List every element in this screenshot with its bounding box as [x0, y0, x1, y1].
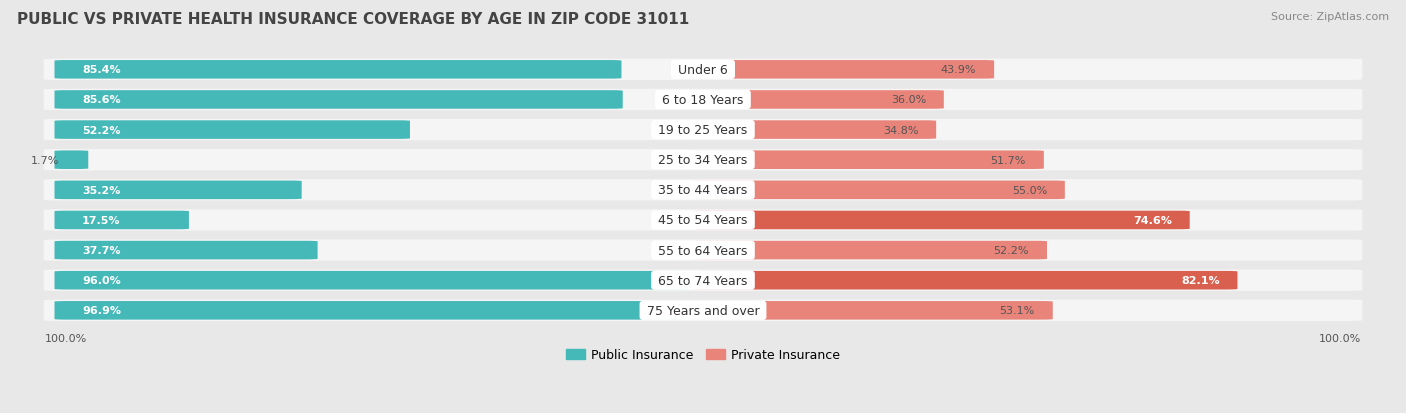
FancyBboxPatch shape	[692, 91, 943, 109]
FancyBboxPatch shape	[692, 181, 1064, 199]
Text: 65 to 74 Years: 65 to 74 Years	[654, 274, 752, 287]
Text: 43.9%: 43.9%	[941, 65, 976, 75]
FancyBboxPatch shape	[692, 61, 994, 79]
Text: 1.7%: 1.7%	[31, 155, 59, 165]
FancyBboxPatch shape	[55, 91, 623, 109]
Text: PUBLIC VS PRIVATE HEALTH INSURANCE COVERAGE BY AGE IN ZIP CODE 31011: PUBLIC VS PRIVATE HEALTH INSURANCE COVER…	[17, 12, 689, 27]
Text: 52.2%: 52.2%	[82, 125, 121, 135]
Text: 37.7%: 37.7%	[82, 245, 121, 256]
Text: 85.4%: 85.4%	[82, 65, 121, 75]
FancyBboxPatch shape	[44, 90, 1362, 111]
Text: 34.8%: 34.8%	[883, 125, 918, 135]
FancyBboxPatch shape	[55, 241, 318, 260]
Text: Source: ZipAtlas.com: Source: ZipAtlas.com	[1271, 12, 1389, 22]
Text: 52.2%: 52.2%	[994, 245, 1029, 256]
FancyBboxPatch shape	[44, 180, 1362, 201]
Text: 35.2%: 35.2%	[82, 185, 121, 195]
FancyBboxPatch shape	[55, 61, 621, 79]
Text: 53.1%: 53.1%	[1000, 306, 1035, 316]
FancyBboxPatch shape	[44, 210, 1362, 231]
FancyBboxPatch shape	[692, 301, 1053, 320]
FancyBboxPatch shape	[55, 151, 89, 170]
Text: 74.6%: 74.6%	[1133, 216, 1171, 225]
Text: 19 to 25 Years: 19 to 25 Years	[654, 124, 752, 137]
Text: Under 6: Under 6	[673, 64, 733, 77]
FancyBboxPatch shape	[44, 240, 1362, 261]
FancyBboxPatch shape	[692, 121, 936, 140]
FancyBboxPatch shape	[692, 151, 1043, 170]
Text: 55.0%: 55.0%	[1012, 185, 1047, 195]
Text: 75 Years and over: 75 Years and over	[643, 304, 763, 317]
FancyBboxPatch shape	[44, 270, 1362, 291]
Legend: Public Insurance, Private Insurance: Public Insurance, Private Insurance	[561, 344, 845, 367]
FancyBboxPatch shape	[692, 271, 1237, 290]
Text: 96.0%: 96.0%	[82, 275, 121, 285]
Text: 17.5%: 17.5%	[82, 216, 121, 225]
FancyBboxPatch shape	[55, 121, 411, 140]
FancyBboxPatch shape	[44, 150, 1362, 171]
FancyBboxPatch shape	[55, 181, 302, 199]
Text: 6 to 18 Years: 6 to 18 Years	[658, 94, 748, 107]
FancyBboxPatch shape	[55, 271, 689, 290]
Text: 55 to 64 Years: 55 to 64 Years	[654, 244, 752, 257]
Text: 96.9%: 96.9%	[82, 306, 121, 316]
Text: 25 to 34 Years: 25 to 34 Years	[654, 154, 752, 167]
FancyBboxPatch shape	[55, 301, 695, 320]
FancyBboxPatch shape	[55, 211, 188, 230]
FancyBboxPatch shape	[692, 211, 1189, 230]
FancyBboxPatch shape	[692, 241, 1047, 260]
FancyBboxPatch shape	[44, 59, 1362, 81]
Text: 85.6%: 85.6%	[82, 95, 121, 105]
Text: 51.7%: 51.7%	[991, 155, 1026, 165]
FancyBboxPatch shape	[44, 300, 1362, 321]
FancyBboxPatch shape	[44, 120, 1362, 141]
Text: 45 to 54 Years: 45 to 54 Years	[654, 214, 752, 227]
Text: 35 to 44 Years: 35 to 44 Years	[654, 184, 752, 197]
Text: 82.1%: 82.1%	[1181, 275, 1219, 285]
Text: 36.0%: 36.0%	[891, 95, 927, 105]
